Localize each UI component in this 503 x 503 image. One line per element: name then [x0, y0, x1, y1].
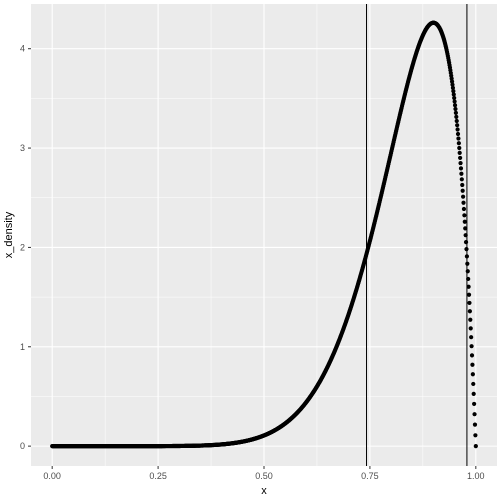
y-tick-label: 4: [20, 44, 25, 54]
data-point: [472, 401, 477, 407]
data-point: [456, 136, 461, 141]
y-axis-title: x_density: [3, 211, 15, 258]
grid-major: [31, 4, 497, 466]
data-point: [472, 412, 477, 417]
data-point: [463, 239, 469, 245]
data-point: [467, 309, 472, 314]
data-point: [461, 200, 466, 205]
data-point: [458, 166, 464, 171]
data-point: [455, 131, 461, 137]
data-point: [458, 155, 463, 161]
data-point: [462, 219, 467, 224]
y-tick-label: 2: [20, 242, 25, 252]
data-point: [469, 353, 475, 358]
x-tick-label: 0.75: [361, 471, 379, 481]
y-tick-label: 1: [20, 342, 25, 352]
data-point: [459, 177, 464, 182]
data-point: [473, 444, 478, 449]
data-point: [465, 269, 470, 274]
data-point: [453, 106, 458, 112]
data-point: [460, 188, 465, 193]
data-point: [471, 391, 476, 396]
x-axis-title: x: [261, 485, 267, 497]
reference-lines: [366, 4, 468, 466]
data-point: [450, 82, 455, 87]
data-point: [461, 194, 466, 199]
data-point: [449, 79, 455, 84]
density-points: [50, 20, 478, 449]
x-axis: 0.00 0.25 0.50 0.75 1.00: [43, 466, 485, 481]
data-point: [452, 103, 458, 108]
x-tick-label: 1.00: [467, 471, 485, 481]
data-point: [459, 171, 464, 176]
data-point: [452, 99, 457, 104]
data-point: [469, 344, 474, 349]
data-point: [457, 150, 462, 155]
data-point: [454, 114, 459, 119]
x-tick-label: 0.25: [149, 471, 167, 481]
data-point: [452, 95, 457, 101]
data-point: [451, 92, 456, 97]
data-point: [461, 206, 467, 212]
y-tick-label: 3: [20, 143, 25, 153]
data-point: [454, 118, 459, 124]
data-point: [467, 300, 472, 306]
data-point: [466, 284, 471, 289]
data-point: [457, 145, 462, 151]
data-point: [453, 110, 458, 115]
data-point: [462, 213, 467, 218]
data-point: [455, 127, 460, 132]
data-point: [471, 381, 476, 387]
data-point: [450, 85, 456, 90]
y-tick-label: 0: [20, 441, 25, 451]
data-point: [466, 292, 472, 297]
y-axis: 0 1 2 3 4: [20, 44, 31, 451]
data-point: [458, 160, 463, 166]
data-point: [468, 317, 473, 322]
data-point: [469, 335, 474, 340]
data-point: [451, 89, 456, 94]
x-tick-label: 0.50: [255, 471, 273, 481]
data-point: [468, 326, 473, 331]
data-point: [460, 182, 465, 188]
data-point: [472, 422, 478, 427]
data-point: [470, 362, 475, 367]
data-point: [455, 123, 460, 128]
data-point: [470, 372, 475, 377]
data-point: [463, 226, 468, 231]
x-tick-label: 0.00: [43, 471, 61, 481]
data-point: [456, 141, 461, 146]
data-point: [473, 433, 478, 438]
